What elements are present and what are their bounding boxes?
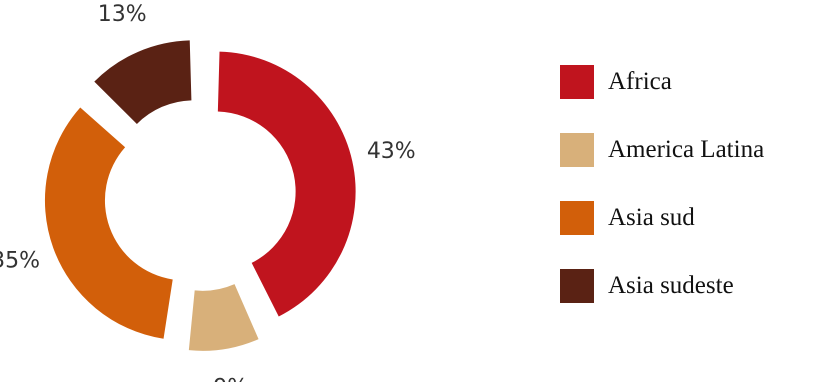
- donut-chart-svg: 43% 9% 35% 13%: [0, 2, 416, 382]
- value-label-asia-sudeste: 13%: [98, 2, 147, 27]
- legend-label-america-latina: America Latina: [608, 136, 765, 163]
- slice-america-latina: [188, 284, 259, 351]
- legend-swatch-asia-sud: [560, 201, 594, 235]
- donut-chart: 43% 9% 35% 13%: [0, 2, 416, 382]
- legend-label-asia-sudeste: Asia sudeste: [608, 272, 734, 299]
- legend-swatch-america-latina: [560, 133, 594, 167]
- legend-item-asia-sudeste: Asia sudeste: [560, 266, 810, 306]
- legend-swatch-africa: [560, 65, 594, 99]
- legend: Africa America Latina Asia sud Asia sude…: [560, 62, 810, 334]
- value-label-asia-sud: 35%: [0, 248, 40, 273]
- value-label-africa: 43%: [367, 139, 416, 164]
- legend-item-america-latina: America Latina: [560, 130, 810, 170]
- legend-label-asia-sud: Asia sud: [608, 204, 695, 231]
- legend-item-asia-sud: Asia sud: [560, 198, 810, 238]
- slice-africa: [217, 51, 356, 317]
- slice-asia-sud: [44, 107, 173, 339]
- labels-group: 43% 9% 35% 13%: [0, 2, 416, 382]
- legend-label-africa: Africa: [608, 68, 672, 95]
- slice-asia-sudeste: [94, 40, 192, 124]
- legend-swatch-asia-sudeste: [560, 269, 594, 303]
- legend-item-africa: Africa: [560, 62, 810, 102]
- value-label-america-latina: 9%: [213, 376, 248, 382]
- slices-group: [44, 40, 356, 351]
